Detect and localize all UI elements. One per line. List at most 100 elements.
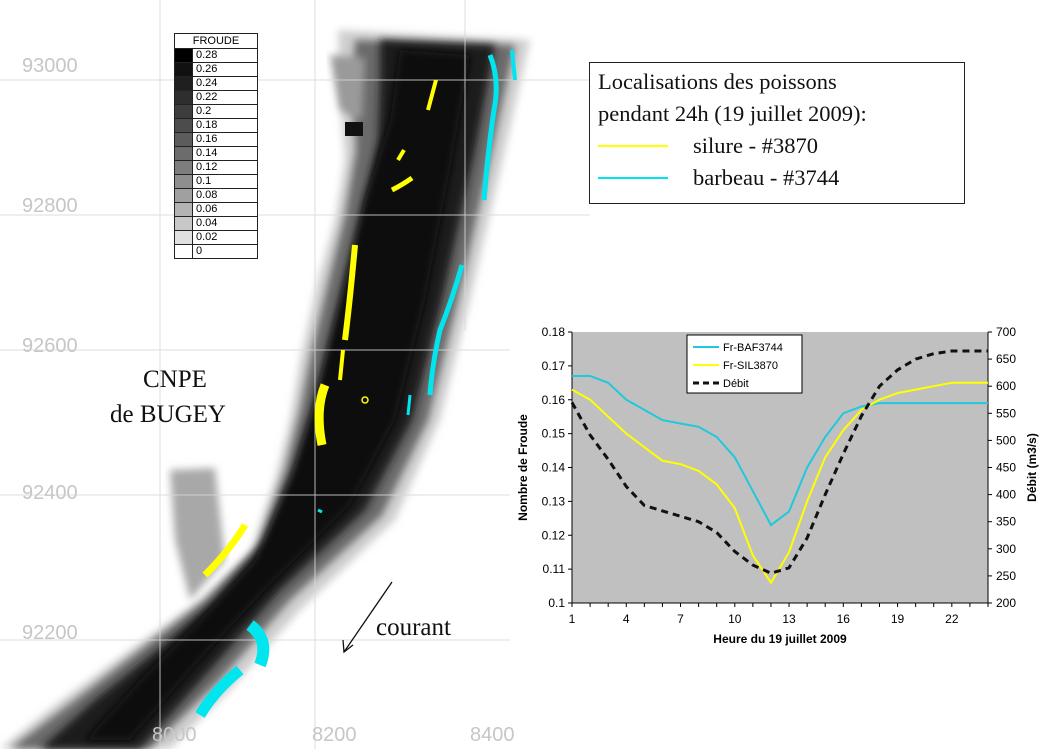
y2-tick-label: 450 — [996, 461, 1016, 475]
y2-tick-label: 350 — [996, 515, 1016, 529]
y-tick-label: 0.14 — [542, 461, 566, 475]
silure-key: silure - #3870 — [598, 130, 964, 162]
legend-row: 0.08 — [174, 188, 258, 203]
y-coord-92600: 92600 — [22, 335, 78, 357]
legend-level: 0.06 — [192, 202, 258, 217]
y-tick-label: 0.12 — [542, 528, 566, 542]
series-line-0 — [572, 375, 988, 527]
title-line2: pendant 24h (19 juillet 2009): — [598, 101, 867, 126]
x-tick-label: 22 — [945, 612, 959, 626]
froude-legend-title: FROUDE — [174, 33, 258, 49]
legend-row: 0.18 — [174, 118, 258, 133]
legend-level: 0.24 — [192, 76, 258, 91]
y-tick-label: 0.18 — [542, 325, 566, 339]
legend-level: 0.2 — [192, 104, 258, 119]
legend-label-1: Fr-SIL3870 — [723, 360, 778, 372]
y-tick-label: 0.16 — [542, 393, 566, 407]
y2-tick-label: 250 — [996, 569, 1016, 583]
title-line1: Localisations des poissons — [598, 69, 837, 94]
y2-tick-label: 700 — [996, 325, 1016, 339]
legend-swatch — [174, 160, 193, 175]
site-label: CNPE de BUGEY — [110, 362, 226, 432]
y-tick-label: 0.11 — [543, 562, 566, 576]
legend-swatch — [174, 174, 193, 189]
x-tick-label: 19 — [891, 612, 905, 626]
legend-level: 0.14 — [192, 146, 258, 161]
legend-level: 0.12 — [192, 160, 258, 175]
y2-tick-label: 600 — [996, 379, 1016, 393]
legend-swatch — [174, 244, 193, 259]
legend-row: 0.06 — [174, 202, 258, 217]
barbeau-key: barbeau - #3744 — [598, 162, 964, 194]
legend-level: 0 — [192, 244, 258, 259]
y-tick-label: 0.17 — [542, 359, 566, 373]
y2-tick-label: 200 — [996, 596, 1016, 610]
silure-track — [202, 79, 438, 578]
legend-swatch — [174, 230, 193, 245]
y-axis-title: Nombre de Froude — [516, 414, 530, 521]
legend-swatch — [174, 104, 193, 119]
legend-row: 0.02 — [174, 230, 258, 245]
silure-key-label: silure - #3870 — [693, 133, 818, 158]
map-grid — [0, 0, 590, 749]
legend-level: 0.08 — [192, 188, 258, 203]
legend-row: 0.2 — [174, 104, 258, 119]
froude-chart: 0.1 0.11 0.12 0.13 0.14 0.15 0.16 0.17 0.18 200 25… — [516, 325, 1039, 646]
legend-swatch — [174, 76, 193, 91]
legend-swatch — [174, 62, 193, 77]
x-tick-label: 7 — [677, 612, 684, 626]
legend-row: 0 — [174, 244, 258, 259]
legend-label-0: Fr-BAF3744 — [723, 342, 783, 354]
legend-level: 0.18 — [192, 118, 258, 133]
legend-level: 0.28 — [192, 48, 258, 63]
x-tick-label: 16 — [837, 612, 851, 626]
barbeau-key-line — [598, 177, 668, 179]
froude-legend: FROUDE 0.28 0.26 0.24 0.22 0.2 0.18 0.16 0.14 0.… — [174, 33, 258, 259]
x-tick-label: 4 — [623, 612, 630, 626]
x-coord-8400: 8400 — [470, 724, 515, 746]
legend-swatch — [174, 118, 193, 133]
y-tick-label: 0.13 — [542, 494, 566, 508]
legend-level: 0.02 — [192, 230, 258, 245]
y-tick-label: 0.15 — [542, 427, 566, 441]
legend-row: 0.26 — [174, 62, 258, 77]
legend-row: 0.22 — [174, 90, 258, 105]
legend-row: 0.28 — [174, 48, 258, 63]
x-tick-label: 10 — [728, 612, 742, 626]
x-coord-8200: 8200 — [312, 724, 357, 746]
legend-swatch — [174, 202, 193, 217]
barbeau-key-label: barbeau - #3744 — [693, 165, 840, 190]
y-coord-92200: 92200 — [22, 622, 78, 644]
y-coord-92800: 92800 — [22, 195, 78, 217]
legend-row: 0.04 — [174, 216, 258, 231]
legend-row: 0.1 — [174, 174, 258, 189]
legend-row: 0.24 — [174, 76, 258, 91]
y-coord-92400: 92400 — [22, 482, 78, 504]
site-label-line1: CNPE — [143, 366, 207, 393]
x-coord-8000: 8000 — [152, 724, 197, 746]
y-tick-label: 0.1 — [548, 596, 565, 610]
legend-row: 0.12 — [174, 160, 258, 175]
legend-swatch — [174, 216, 193, 231]
legend-row: 0.14 — [174, 146, 258, 161]
x-tick-label: 1 — [569, 612, 576, 626]
y-coord-93000: 93000 — [22, 55, 78, 77]
series-line-2 — [570, 349, 988, 575]
legend-level: 0.26 — [192, 62, 258, 77]
legend-row: 0.16 — [174, 132, 258, 147]
fish-locations-box: Localisations des poissons pendant 24h (… — [589, 62, 965, 204]
x-axis-title: Heure du 19 juillet 2009 — [713, 632, 847, 646]
y2-tick-label: 500 — [996, 433, 1016, 447]
legend-swatch — [174, 48, 193, 63]
y2-tick-label: 300 — [996, 542, 1016, 556]
silure-key-line — [598, 145, 668, 147]
y2-tick-label: 650 — [996, 352, 1016, 366]
y2-tick-label: 400 — [996, 488, 1016, 502]
legend-level: 0.22 — [192, 90, 258, 105]
legend-swatch — [174, 146, 193, 161]
series-line-1 — [571, 381, 988, 585]
y2-tick-label: 550 — [996, 406, 1016, 420]
legend-swatch — [174, 132, 193, 147]
barbeau-track — [195, 49, 517, 718]
